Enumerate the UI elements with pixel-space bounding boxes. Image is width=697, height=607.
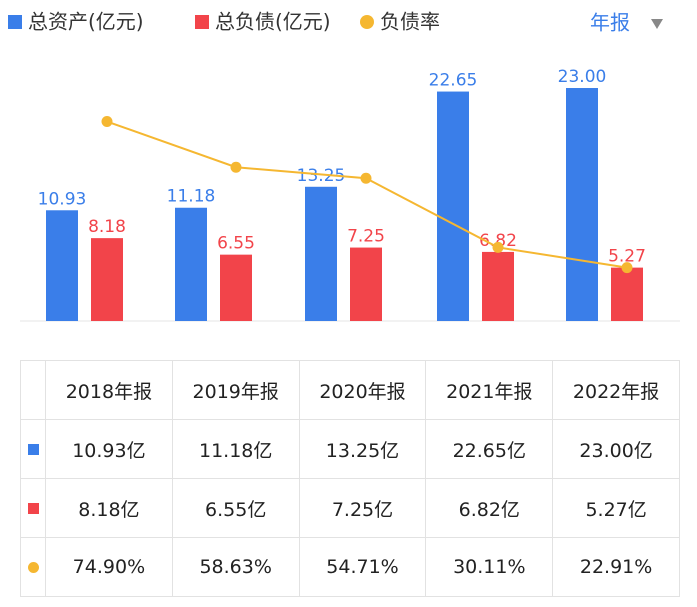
data-label: 10.93 [38,189,87,209]
bar [482,251,514,321]
table-cell: 30.11% [425,537,554,597]
table-cell: 7.25亿 [298,478,427,538]
legend-label: 总负债(亿元) [215,10,331,34]
table-cell: 74.90% [45,537,173,597]
data-table: 2018年报 2019年报 2020年报 2021年报 2022年报 10.93亿 11.… [20,360,680,597]
legend-marker [195,15,209,29]
row-icon [27,562,39,573]
point [101,116,113,128]
chart: 年报 总资产(亿元) 总负债(亿元) 负债率 10.93 11.18 13.25 22.65… [8,10,680,322]
corner-cell [20,360,46,420]
point [621,262,633,274]
data-label: 8.18 [88,217,126,237]
header-cell: 2022年报 [552,360,680,420]
table-cell: 23.00亿 [552,419,680,479]
legend-label: 总资产(亿元) [28,10,144,34]
table-cell: 58.63% [171,537,300,597]
point [360,172,372,184]
legend-label: 负债率 [380,10,440,34]
dropdown-arrow[interactable] [651,19,663,29]
bar [305,186,337,321]
data-label: 5.27 [608,247,646,267]
header-cell: 2020年报 [298,360,427,420]
table-cell: 22.91% [552,537,680,597]
period-selector[interactable]: 年报 [590,11,630,35]
table-row: 8.18亿 6.55亿 7.25亿 6.82亿 5.27亿 [20,478,680,538]
data-label: 13.25 [297,166,346,186]
point [492,241,504,253]
table-row: 10.93亿 11.18亿 13.25亿 22.65亿 23.00亿 [20,419,680,479]
row-icon-cell [20,419,46,479]
table-cell: 10.93亿 [45,419,173,479]
header-cell: 2021年报 [425,360,554,420]
point [230,161,242,173]
table-cell: 54.71% [298,537,427,597]
bar [350,247,382,321]
bar [220,254,252,321]
header-cell: 2018年报 [45,360,173,420]
row-icon-cell [20,537,46,597]
bar [611,267,643,321]
header-cell: 2019年报 [171,360,300,420]
data-label: 6.82 [479,231,517,251]
legend-marker [8,15,22,29]
table-cell: 22.65亿 [425,419,554,479]
row-icon-cell [20,478,46,538]
table-row: 74.90% 58.63% 54.71% 30.11% 22.91% [20,537,680,597]
legend-marker [360,15,374,29]
table-cell: 11.18亿 [171,419,300,479]
row-icon [27,503,39,514]
row-icon [27,444,39,455]
data-label: 7.25 [347,227,385,247]
table-cell: 8.18亿 [45,478,173,538]
bar [175,207,207,321]
bar [437,91,469,321]
bar [46,210,78,321]
bar [566,88,598,321]
table-cell: 5.27亿 [552,478,680,538]
data-label: 23.00 [558,67,607,87]
table-cell: 13.25亿 [298,419,427,479]
table-cell: 6.82亿 [425,478,554,538]
bar [91,238,123,321]
data-label: 11.18 [167,187,216,207]
data-label: 22.65 [429,71,478,91]
table-cell: 6.55亿 [171,478,300,538]
data-label: 6.55 [217,234,255,254]
